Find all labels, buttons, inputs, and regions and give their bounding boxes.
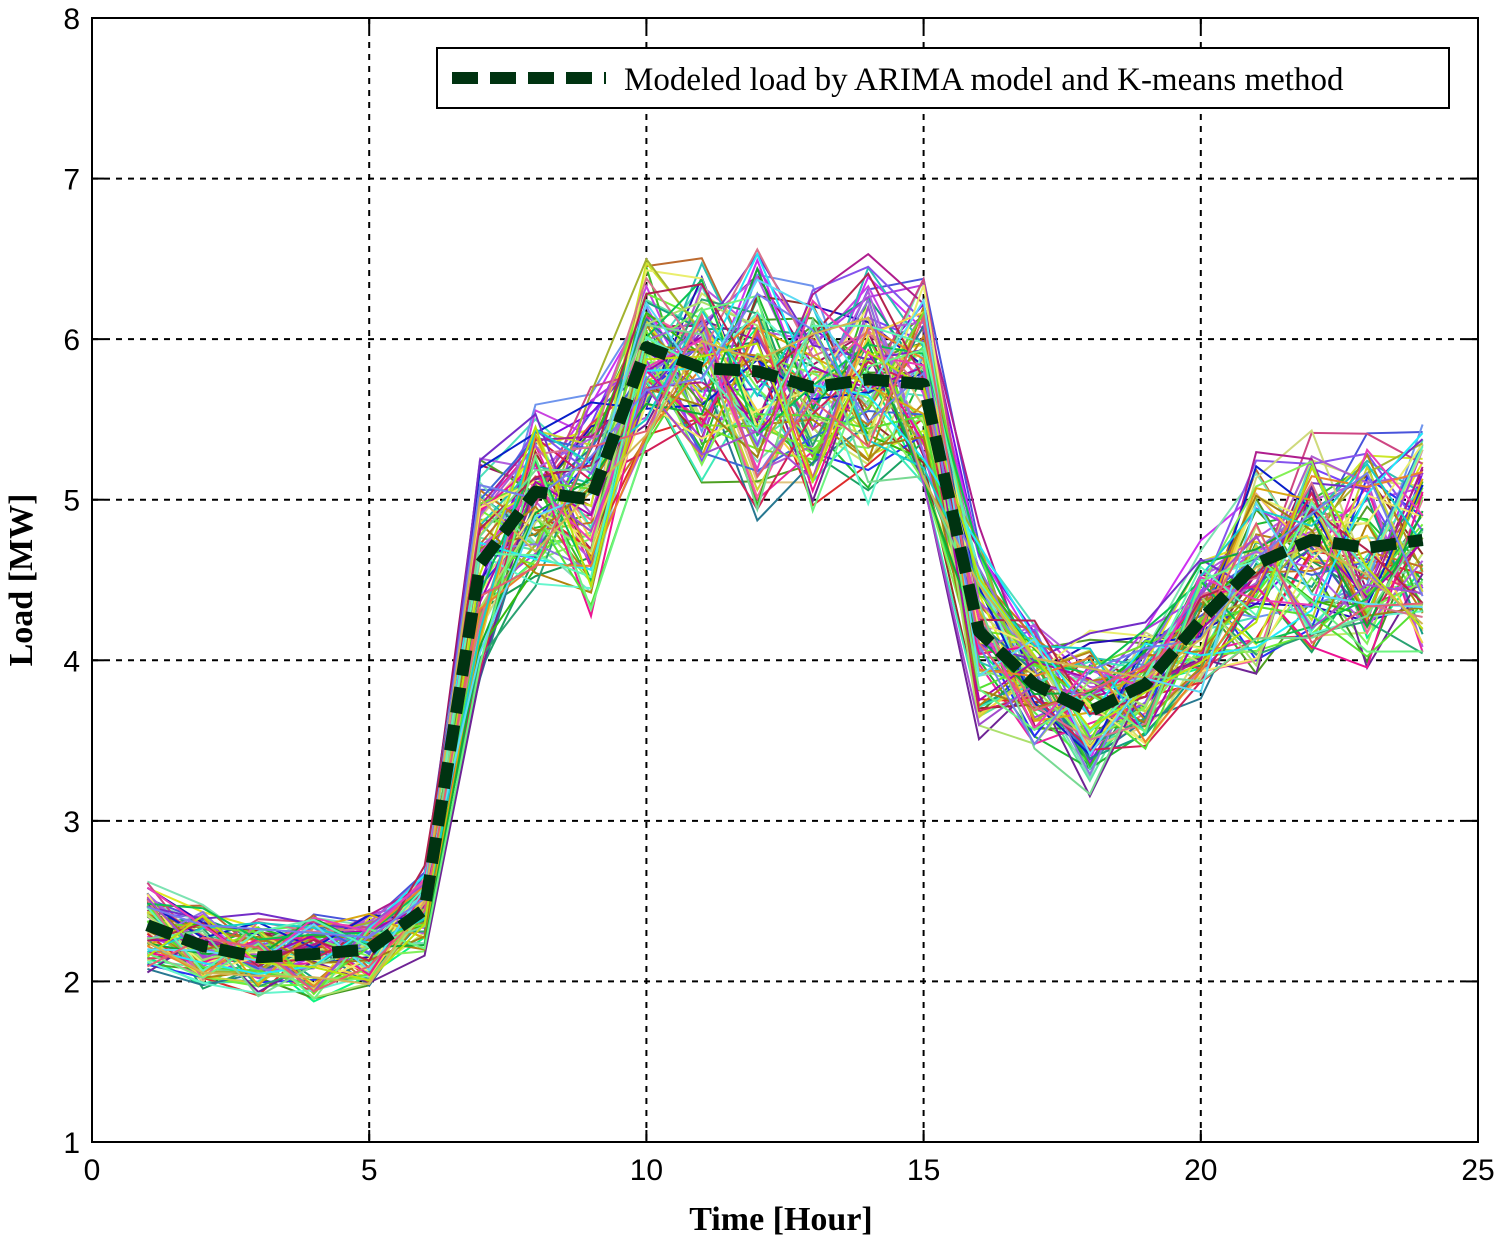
x-tick-label: 20 (1184, 1154, 1217, 1187)
x-tick-label: 0 (84, 1154, 101, 1187)
modeled-series (145, 341, 1424, 964)
plot-frame (91, 17, 1479, 1143)
y-tick-label: 3 (63, 806, 80, 839)
daily-profile-line (146, 298, 1424, 965)
legend-label: Modeled load by ARIMA model and K-means … (624, 62, 1344, 98)
x-tick-label: 5 (361, 1154, 378, 1187)
x-tick-label: 25 (1461, 1154, 1494, 1187)
daily-profile-line (146, 294, 1423, 1001)
y-tick-label: 1 (63, 1127, 80, 1160)
x-tick-label: 10 (630, 1154, 663, 1187)
daily-profile-line (146, 324, 1424, 973)
y-tick-label: 2 (63, 966, 80, 999)
y-tick-label: 6 (63, 324, 80, 357)
y-tick-label: 5 (63, 485, 80, 518)
daily-profile-line (146, 342, 1424, 982)
daily-profile-line (147, 292, 1424, 939)
y-tick-label: 8 (63, 3, 80, 36)
x-axis-title: Time [Hour] (689, 1201, 873, 1238)
daily-profile-line (146, 297, 1424, 988)
legend: Modeled load by ARIMA model and K-means … (436, 47, 1450, 109)
axis-ticks: 0 5 10 15 20 25 1 2 3 4 5 6 7 8 (63, 3, 1494, 1187)
daily-profile-line (146, 316, 1424, 986)
modeled-load-line (145, 341, 1424, 964)
daily-profiles (146, 247, 1424, 1003)
legend-box (436, 47, 1450, 109)
x-tick-label: 15 (907, 1154, 940, 1187)
daily-profile-line (147, 251, 1424, 975)
y-tick-label: 7 (63, 164, 80, 197)
y-tick-label: 4 (63, 645, 80, 678)
daily-profile-line (147, 278, 1423, 972)
y-axis-title: Load [MW] (3, 494, 40, 667)
daily-profile-line (147, 271, 1424, 968)
